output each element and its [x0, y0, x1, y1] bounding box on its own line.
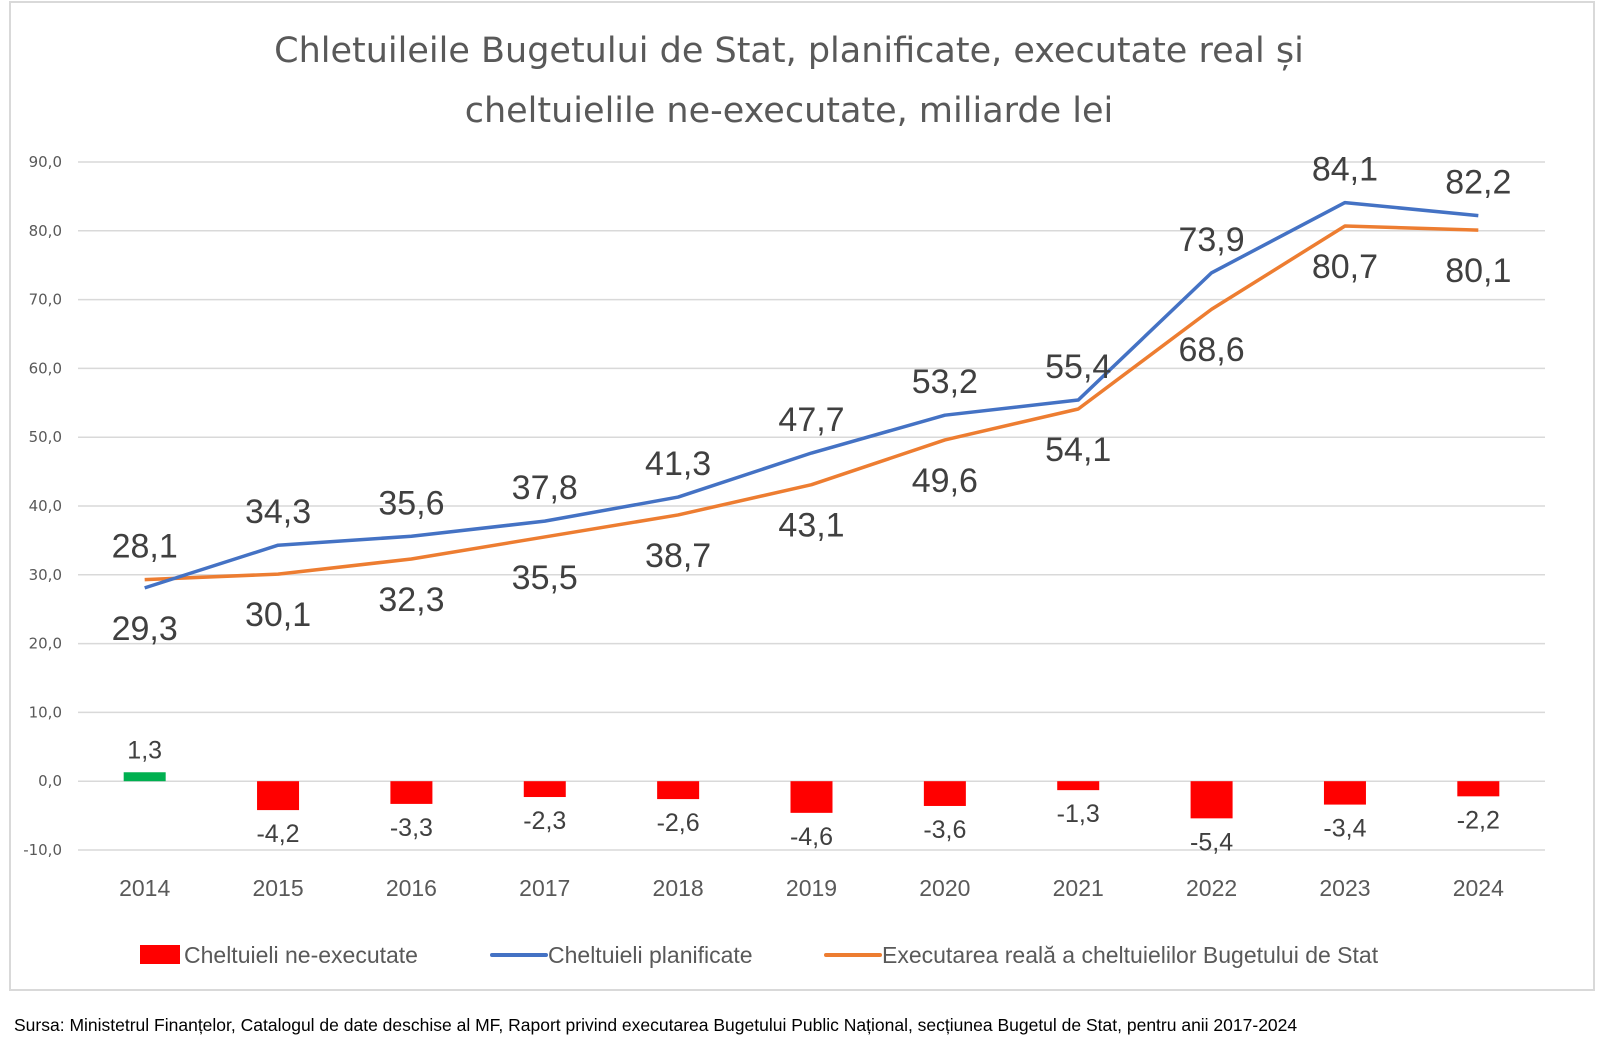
planned-data-label: 47,7 — [778, 401, 844, 439]
x-tick-label: 2016 — [386, 875, 437, 901]
chart-frame — [9, 1, 1595, 991]
x-tick-label: 2017 — [519, 875, 570, 901]
x-tick-label: 2024 — [1453, 875, 1504, 901]
bar-data-label: -2,6 — [657, 809, 700, 837]
bar — [657, 781, 700, 800]
executed-data-label: 43,1 — [778, 507, 844, 545]
y-tick-label: 0,0 — [38, 772, 62, 790]
x-tick-label: 2019 — [786, 875, 837, 901]
chart: Chletuileile Bugetului de Stat, planific… — [23, 31, 1545, 968]
planned-data-label: 53,2 — [912, 363, 978, 401]
bar-data-label: -3,4 — [1323, 815, 1366, 843]
planned-data-label: 84,1 — [1312, 151, 1378, 189]
line-executed — [144, 224, 1479, 582]
bar-series-unexecuted — [123, 772, 1500, 819]
bar — [1457, 781, 1500, 797]
executed-data-label: 29,3 — [112, 610, 178, 648]
bar — [1057, 781, 1100, 791]
x-tick-label: 2014 — [119, 875, 170, 901]
bar-data-label: -4,2 — [256, 820, 299, 848]
y-tick-label: 20,0 — [29, 635, 62, 653]
chart-title-line-1: Chletuileile Bugetului de Stat, planific… — [274, 31, 1304, 71]
y-tick-label: 50,0 — [29, 428, 62, 446]
line-series — [144, 200, 1479, 590]
x-tick-label: 2022 — [1186, 875, 1237, 901]
planned-data-label: 82,2 — [1445, 164, 1511, 202]
bar-data-label: -4,6 — [790, 823, 833, 851]
executed-data-label: 32,3 — [378, 581, 444, 619]
bar — [1190, 781, 1233, 819]
x-tick-label: 2018 — [653, 875, 704, 901]
executed-data-label: 80,1 — [1445, 252, 1511, 290]
data-labels: 1,3 -4,2 -3,3 -2,3 -2,6 -4,6 -3,6 -1,3 -5,4 -3,4 -… — [112, 151, 1512, 857]
y-tick-label: 40,0 — [29, 497, 62, 515]
line-planned — [144, 200, 1479, 590]
planned-data-label: 37,8 — [512, 469, 578, 507]
legend-label-unexecuted: Cheltuieli ne-executate — [184, 942, 418, 968]
bar — [790, 781, 833, 813]
y-tick-label: 10,0 — [29, 703, 62, 721]
legend-label-executed: Executarea reală a cheltuielilor Bugetul… — [882, 942, 1379, 968]
planned-data-label: 55,4 — [1045, 348, 1111, 386]
bar-data-label: -5,4 — [1190, 828, 1233, 856]
bar — [523, 781, 566, 798]
legend-swatch-unexecuted — [140, 945, 180, 964]
executed-data-label: 49,6 — [912, 462, 978, 500]
bar — [390, 781, 433, 804]
planned-data-label: 34,3 — [245, 493, 311, 531]
y-axis: 90,0 80,0 70,0 60,0 50,0 40,0 30,0 20,0 10,0 0,0 -… — [23, 153, 62, 859]
y-tick-label: 70,0 — [29, 291, 62, 309]
chart-title-line-2: cheltuielile ne-executate, miliarde lei — [465, 91, 1114, 131]
executed-data-label: 35,5 — [512, 559, 578, 597]
x-axis: 2014 2015 2016 2017 2018 2019 2020 2021 2022 2023… — [119, 875, 1504, 901]
source-note: Sursa: Ministetrul Finanțelor, Catalogul… — [14, 1015, 1298, 1035]
legend-label-planned: Cheltuieli planificate — [548, 942, 753, 968]
planned-data-label: 28,1 — [112, 528, 178, 566]
bar — [1323, 781, 1366, 805]
y-tick-label: 30,0 — [29, 566, 62, 584]
planned-data-label: 73,9 — [1178, 221, 1244, 259]
x-tick-label: 2021 — [1053, 875, 1104, 901]
bar — [923, 781, 966, 806]
bar-data-label: -2,3 — [523, 807, 566, 835]
bar-data-label: -3,6 — [923, 816, 966, 844]
executed-data-label: 38,7 — [645, 537, 711, 575]
chart-title: Chletuileile Bugetului de Stat, planific… — [274, 31, 1304, 131]
executed-data-label: 54,1 — [1045, 431, 1111, 469]
y-tick-label: -10,0 — [23, 841, 62, 859]
legend: Cheltuieli ne-executate Cheltuieli plani… — [140, 942, 1379, 968]
executed-data-label: 80,7 — [1312, 248, 1378, 286]
bar-data-label: -2,2 — [1457, 806, 1500, 834]
y-tick-label: 90,0 — [29, 153, 62, 171]
x-tick-label: 2015 — [252, 875, 303, 901]
bar — [123, 772, 166, 782]
executed-data-label: 68,6 — [1178, 331, 1244, 369]
x-tick-label: 2020 — [919, 875, 970, 901]
y-tick-label: 60,0 — [29, 359, 62, 377]
x-tick-label: 2023 — [1319, 875, 1370, 901]
bar-data-label: 1,3 — [127, 736, 162, 764]
bar-data-label: -1,3 — [1057, 800, 1100, 828]
planned-data-label: 41,3 — [645, 445, 711, 483]
planned-data-label: 35,6 — [378, 484, 444, 522]
executed-data-label: 30,1 — [245, 596, 311, 634]
bar-data-label: -3,3 — [390, 814, 433, 842]
bar — [257, 781, 300, 811]
y-tick-label: 80,0 — [29, 222, 62, 240]
